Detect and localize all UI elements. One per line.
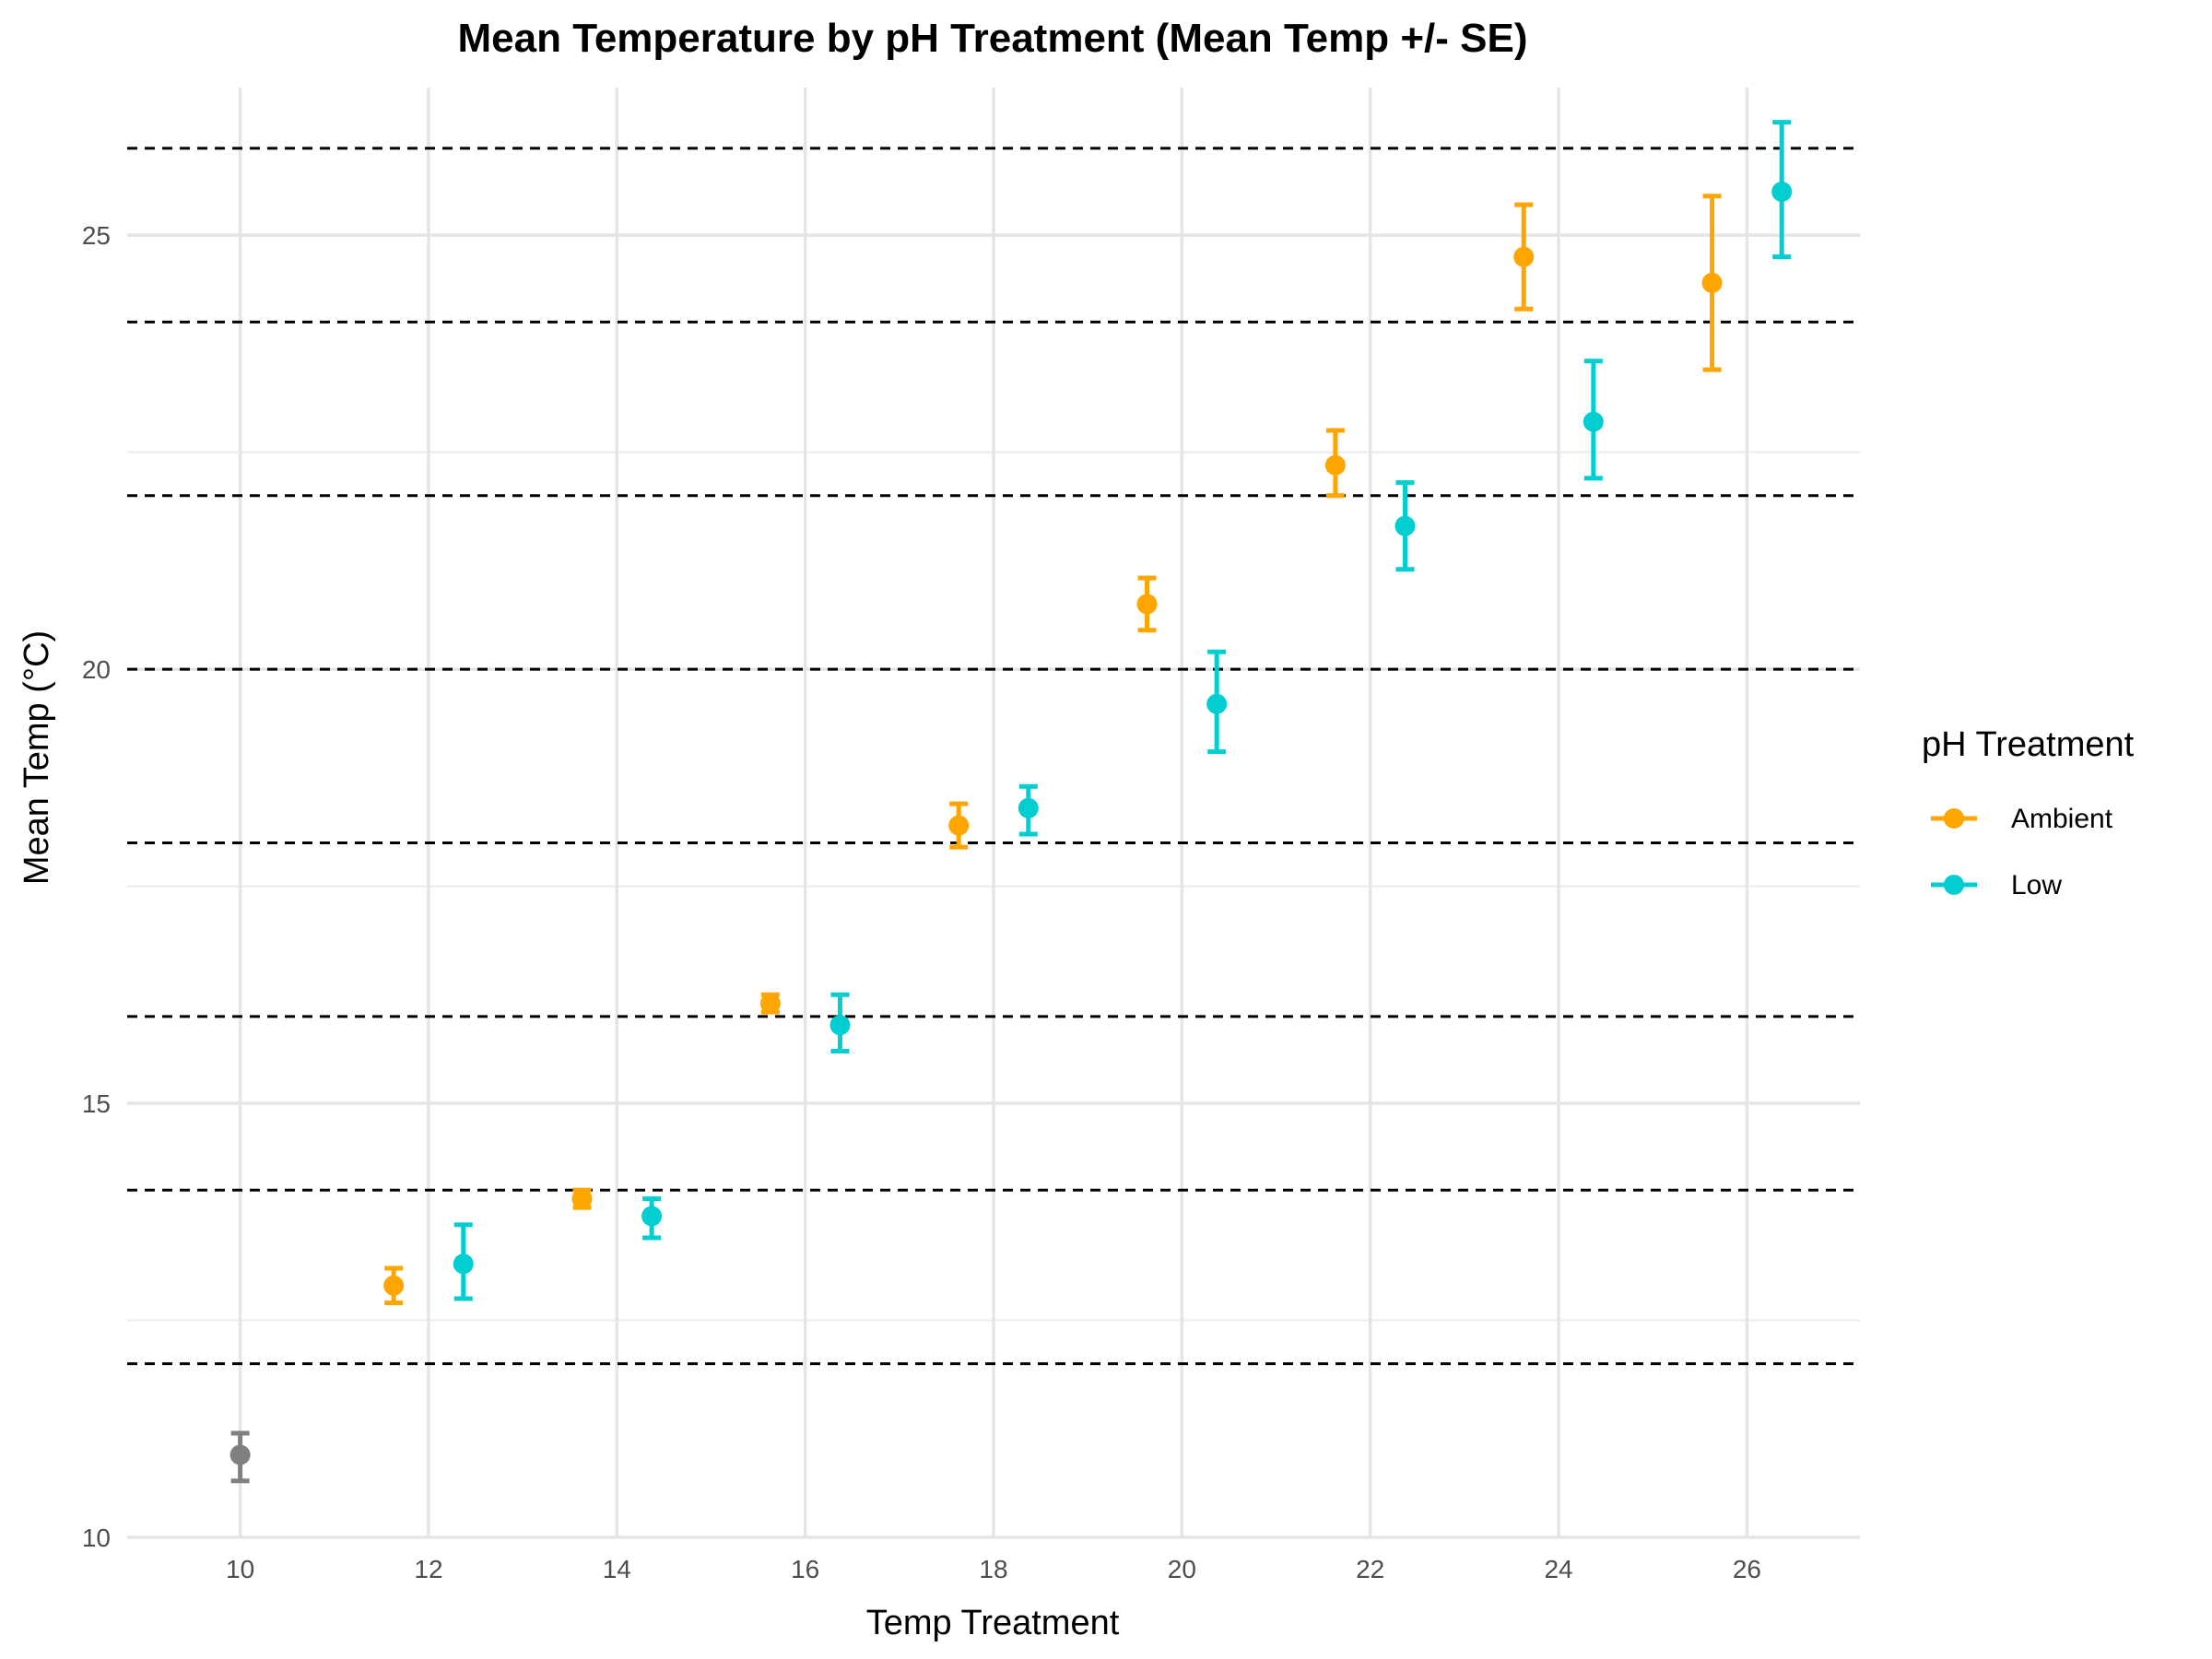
legend-key-point	[1944, 808, 1964, 829]
data-point	[229, 1444, 251, 1465]
y-tick-label: 25	[82, 221, 111, 250]
legend-entry: Ambient	[1931, 804, 2113, 834]
y-axis-label: Mean Temp (°C)	[18, 630, 56, 885]
data-point	[1324, 454, 1346, 476]
x-tick-label: 22	[1356, 1555, 1384, 1583]
x-tick-label: 16	[791, 1555, 819, 1583]
data-point	[1018, 797, 1039, 818]
legend-label: Ambient	[2011, 804, 2113, 834]
data-point	[759, 993, 781, 1014]
axis-layer: 10 12 14 16 18 20 22 24 26 10 15 20 25	[82, 221, 1761, 1583]
data-point	[948, 815, 970, 836]
data-point	[1394, 515, 1416, 536]
data-point	[453, 1253, 474, 1275]
data-point	[1771, 182, 1793, 203]
data-point	[1513, 246, 1535, 267]
legend-entry: Low	[1931, 870, 2062, 900]
legend-title: pH Treatment	[1922, 725, 2135, 764]
data-point	[830, 1015, 851, 1036]
reference-lines	[127, 147, 1860, 1366]
y-tick-label: 15	[82, 1089, 111, 1118]
series-group	[453, 120, 1793, 1301]
x-axis-label: Temp Treatment	[866, 1604, 1120, 1642]
legend-label: Low	[2011, 870, 2062, 900]
x-tick-label: 18	[979, 1555, 1007, 1583]
chart-title: Mean Temperature by pH Treatment (Mean T…	[458, 16, 1528, 61]
data-point	[571, 1188, 593, 1209]
data-point	[1583, 411, 1604, 432]
legend-entries: Ambient Low	[1931, 804, 2113, 900]
y-tick-label: 10	[82, 1524, 111, 1552]
x-tick-label: 10	[226, 1555, 254, 1583]
series-group	[383, 194, 1723, 1306]
x-tick-label: 20	[1168, 1555, 1196, 1583]
x-tick-label: 14	[603, 1555, 631, 1583]
data-point	[641, 1206, 663, 1227]
data-point	[1136, 594, 1158, 615]
data-point	[383, 1275, 405, 1296]
data-point	[1701, 272, 1723, 293]
legend: pH Treatment Ambient Low	[1922, 725, 2135, 900]
series-group	[229, 1430, 251, 1484]
series-layer	[229, 120, 1793, 1484]
x-tick-label: 26	[1733, 1555, 1761, 1583]
y-tick-label: 20	[82, 655, 111, 684]
x-tick-label: 12	[414, 1555, 442, 1583]
legend-key-point	[1944, 875, 1964, 895]
x-tick-label: 24	[1544, 1555, 1572, 1583]
data-point	[1206, 693, 1228, 714]
